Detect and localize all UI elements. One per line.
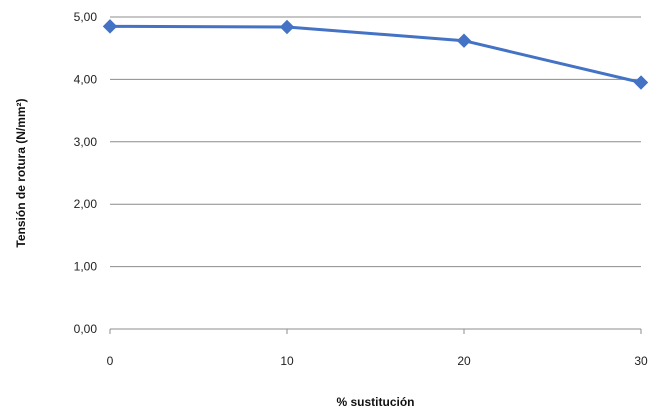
- series-layer: [102, 19, 649, 90]
- y-tick-label: 4,00: [74, 72, 98, 86]
- gridlines: [110, 16, 641, 268]
- data-point-marker: [456, 33, 472, 48]
- y-tick-label: 2,00: [74, 197, 98, 211]
- x-axis-title: % sustitución: [336, 395, 414, 409]
- y-tick-label: 5,00: [74, 10, 98, 24]
- data-point-marker: [279, 19, 295, 35]
- series-line-0: [109, 24, 642, 84]
- y-axis-tick-labels: 0,00 1,00 2,00 3,00 4,00 5,00: [74, 10, 98, 336]
- x-tick-label: 30: [634, 354, 648, 368]
- y-tick-label: 1,00: [74, 260, 98, 274]
- x-tick-label: 20: [457, 354, 471, 368]
- data-point-marker: [102, 19, 118, 34]
- y-axis-title: Tensión de rotura (N/mm²): [14, 98, 28, 247]
- x-tick-label: 0: [107, 354, 114, 368]
- data-point-marker: [633, 75, 649, 90]
- x-axis-ticks: [109, 329, 642, 334]
- y-tick-label: 3,00: [74, 135, 98, 149]
- y-tick-label: 0,00: [74, 322, 98, 336]
- x-axis-tick-labels: 0 10 20 30: [107, 354, 648, 368]
- x-tick-label: 10: [280, 354, 294, 368]
